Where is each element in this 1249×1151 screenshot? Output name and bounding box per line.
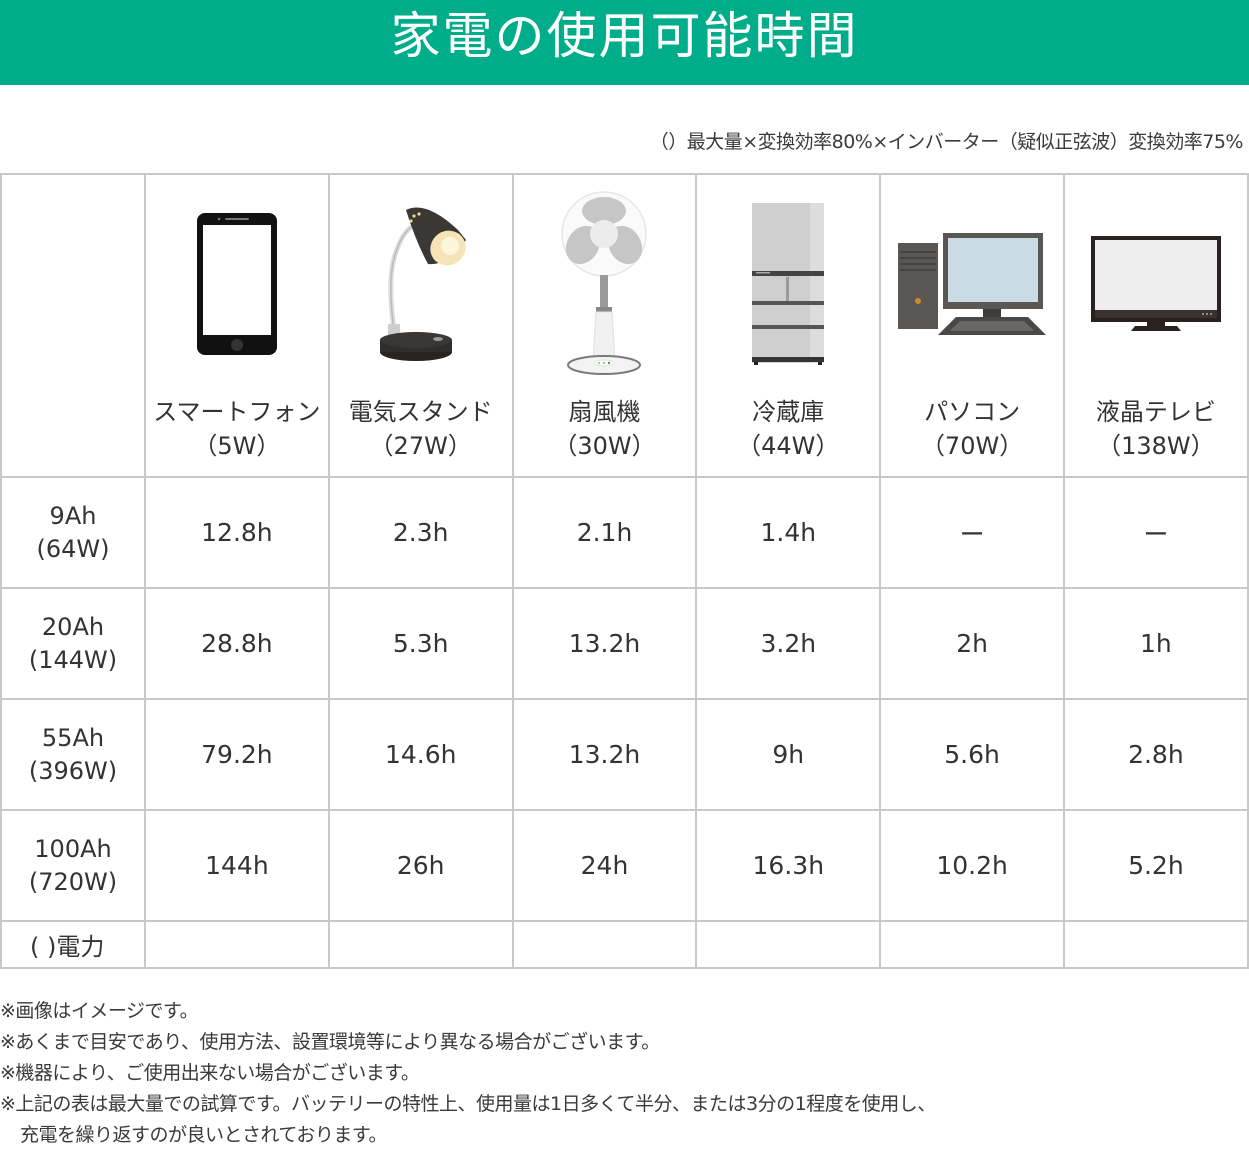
desktop-pc-icon: [881, 189, 1063, 379]
battery-label: 20Ah (144W): [0, 587, 146, 700]
refrigerator-icon: [697, 189, 879, 379]
desk-lamp-icon: [330, 189, 512, 379]
table-row-20ah: 20Ah (144W) 28.8h 5.3h 13.2h 3.2h 2h 1h: [0, 587, 1249, 700]
runtime-cell: 2.1h: [511, 476, 698, 589]
battery-capacity: 100Ah: [34, 834, 112, 863]
footnote: ※機器により、ご使用出来ない場合がございます。: [0, 1062, 420, 1084]
device-header-smartphone: スマートフォン （5W）: [144, 173, 330, 478]
device-header-desk-lamp: 電気スタンド （27W）: [327, 173, 514, 478]
device-power: （5W）: [193, 432, 281, 460]
runtime-cell: 1h: [1062, 587, 1249, 700]
device-power: （27W）: [369, 432, 472, 460]
power-legend-label: ( )電力: [0, 920, 146, 969]
runtime-cell: 2.8h: [1062, 698, 1249, 811]
runtime-cell: 3.2h: [695, 587, 882, 700]
device-name: 冷蔵庫: [752, 398, 825, 426]
runtime-cell: 24h: [511, 809, 698, 922]
device-header-refrigerator: 冷蔵庫 （44W）: [695, 173, 882, 478]
device-header-lcd-tv: 液晶テレビ （138W）: [1062, 173, 1249, 478]
device-name: 液晶テレビ: [1095, 398, 1216, 426]
runtime-cell: 13.2h: [511, 587, 698, 700]
empty-cell: [695, 920, 882, 969]
runtime-cell: 79.2h: [144, 698, 330, 811]
runtime-cell: 2h: [879, 587, 1065, 700]
battery-capacity: 20Ah: [41, 612, 105, 641]
battery-label: 100Ah (720W): [0, 809, 146, 922]
corner-cell: [0, 173, 146, 478]
runtime-cell: 5.2h: [1062, 809, 1249, 922]
runtime-cell: 5.6h: [879, 698, 1065, 811]
device-name: スマートフォン: [153, 398, 321, 426]
runtime-cell: 144h: [144, 809, 330, 922]
runtime-cell: 1.4h: [695, 476, 882, 589]
battery-capacity: 9Ah: [49, 501, 97, 530]
runtime-cell: 13.2h: [511, 698, 698, 811]
battery-capacity: 55Ah: [41, 723, 105, 752]
runtime-cell: ー: [879, 476, 1065, 589]
device-name: パソコン: [924, 398, 1021, 426]
empty-cell: [1062, 920, 1249, 969]
device-header-desktop-pc: パソコン （70W）: [879, 173, 1065, 478]
runtime-cell: 9h: [695, 698, 882, 811]
runtime-cell: 5.3h: [327, 587, 514, 700]
runtime-cell: ー: [1062, 476, 1249, 589]
battery-label: 9Ah (64W): [0, 476, 146, 589]
footnote: ※画像はイメージです。: [0, 1000, 199, 1022]
runtime-cell: 14.6h: [327, 698, 514, 811]
table-footer-row: ( )電力: [0, 920, 1249, 969]
lcd-tv-icon: [1065, 189, 1247, 379]
battery-power: (64W): [36, 534, 110, 563]
smartphone-icon: [146, 189, 328, 379]
battery-power: (720W): [28, 867, 118, 896]
device-name: 扇風機: [568, 398, 641, 426]
title-bar: 家電の使用可能時間: [0, 0, 1249, 85]
empty-cell: [511, 920, 698, 969]
runtime-cell: 10.2h: [879, 809, 1065, 922]
runtime-cell: 2.3h: [327, 476, 514, 589]
runtime-cell: 28.8h: [144, 587, 330, 700]
device-power: （138W）: [1097, 432, 1215, 460]
calculation-note: （）最大量×変換効率80%×インバーター（疑似正弦波）変換効率75%: [649, 131, 1244, 153]
footnotes: ※画像はイメージです。 ※あくまで目安であり、使用方法、設置環境等により異なる場…: [0, 996, 936, 1151]
table-row-9ah: 9Ah (64W) 12.8h 2.3h 2.1h 1.4h ー ー: [0, 476, 1249, 589]
runtime-table: スマートフォン （5W）: [0, 173, 1249, 969]
device-power: （30W）: [553, 432, 656, 460]
runtime-cell: 26h: [327, 809, 514, 922]
device-header-electric-fan: 扇風機 （30W）: [511, 173, 698, 478]
device-name: 電気スタンド: [348, 398, 493, 426]
battery-label: 55Ah (396W): [0, 698, 146, 811]
page-title: 家電の使用可能時間: [390, 6, 859, 65]
battery-power: (396W): [28, 756, 118, 785]
footnote: ※あくまで目安であり、使用方法、設置環境等により異なる場合がございます。: [0, 1031, 660, 1053]
device-header-row: スマートフォン （5W）: [0, 173, 1249, 478]
device-power: （44W）: [737, 432, 840, 460]
runtime-cell: 12.8h: [144, 476, 330, 589]
empty-cell: [879, 920, 1065, 969]
runtime-cell: 16.3h: [695, 809, 882, 922]
electric-fan-icon: [514, 189, 696, 379]
battery-power: (144W): [28, 645, 118, 674]
table-row-100ah: 100Ah (720W) 144h 26h 24h 16.3h 10.2h 5.…: [0, 809, 1249, 922]
empty-cell: [327, 920, 514, 969]
table-row-55ah: 55Ah (396W) 79.2h 14.6h 13.2h 9h 5.6h 2.…: [0, 698, 1249, 811]
footnote: ※上記の表は最大量での試算です。バッテリーの特性上、使用量は1日多くて半分、また…: [0, 1093, 936, 1115]
empty-cell: [144, 920, 330, 969]
device-power: （70W）: [920, 432, 1024, 460]
footnote-continuation: 充電を繰り返すのが良いとされております。: [20, 1124, 387, 1146]
